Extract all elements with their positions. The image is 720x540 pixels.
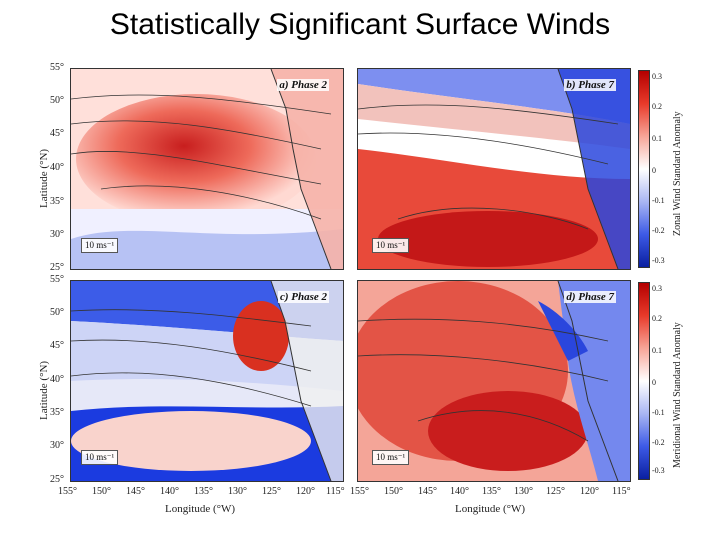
x-axis-label-left: Longitude (°W) xyxy=(165,503,236,515)
y-axis-label-top: Latitude (°N) xyxy=(38,148,50,208)
y-tick: 55° xyxy=(50,62,64,73)
y-tick: 35° xyxy=(50,407,64,418)
colorbar-tick: -0.1 xyxy=(652,196,665,205)
y-tick: 50° xyxy=(50,95,64,106)
panel-b: b) Phase 7 10 ms⁻¹ xyxy=(357,68,631,270)
y-tick: 35° xyxy=(50,196,64,207)
x-tick: 130° xyxy=(228,486,247,497)
meridional-colorbar-label: Meridional Wind Standard Anomaly xyxy=(672,322,683,468)
zonal-colorbar-label: Zonal Wind Standard Anomaly xyxy=(672,111,683,236)
x-tick: 115° xyxy=(612,486,631,497)
meridional-colorbar xyxy=(638,282,650,480)
panel-c: c) Phase 2 10 ms⁻¹ xyxy=(70,280,344,482)
x-tick: 140° xyxy=(160,486,179,497)
colorbar-tick: 0 xyxy=(652,378,656,387)
colorbar-tick: 0 xyxy=(652,166,656,175)
colorbar-tick: 0.1 xyxy=(652,134,662,143)
panel-d-map xyxy=(358,281,630,481)
page-title: Statistically Significant Surface Winds xyxy=(109,8,611,41)
y-tick: 40° xyxy=(50,374,64,385)
x-tick: 155° xyxy=(350,486,369,497)
panel-a-scale: 10 ms⁻¹ xyxy=(81,238,119,253)
x-tick: 145° xyxy=(418,486,437,497)
panel-c-scale: 10 ms⁻¹ xyxy=(81,450,119,465)
x-tick: 135° xyxy=(194,486,213,497)
panel-b-map xyxy=(358,69,630,269)
y-tick: 30° xyxy=(50,229,64,240)
colorbar-tick: 0.1 xyxy=(652,346,662,355)
x-tick: 130° xyxy=(514,486,533,497)
panel-d-scale: 10 ms⁻¹ xyxy=(372,450,410,465)
colorbar-tick: -0.2 xyxy=(652,226,665,235)
y-tick: 50° xyxy=(50,307,64,318)
y-tick: 55° xyxy=(50,274,64,285)
x-tick: 155° xyxy=(58,486,77,497)
y-tick: 45° xyxy=(50,340,64,351)
x-tick: 140° xyxy=(450,486,469,497)
x-tick: 135° xyxy=(482,486,501,497)
colorbar-tick: -0.3 xyxy=(652,256,665,265)
panel-a: a) Phase 2 10 ms⁻¹ xyxy=(70,68,344,270)
x-axis-label-right: Longitude (°W) xyxy=(455,503,526,515)
panel-b-label: b) Phase 7 xyxy=(564,79,616,91)
zonal-colorbar xyxy=(638,70,650,268)
y-tick: 25° xyxy=(50,474,64,485)
colorbar-tick: -0.3 xyxy=(652,466,665,475)
x-tick: 150° xyxy=(384,486,403,497)
panel-a-label: a) Phase 2 xyxy=(277,79,329,91)
y-tick: 45° xyxy=(50,128,64,139)
colorbar-tick: 0.3 xyxy=(652,72,662,81)
panel-c-map xyxy=(71,281,343,481)
x-tick: 125° xyxy=(262,486,281,497)
panel-b-scale: 10 ms⁻¹ xyxy=(372,238,410,253)
colorbar-tick: 0.2 xyxy=(652,102,662,111)
x-tick: 120° xyxy=(580,486,599,497)
colorbar-tick: -0.2 xyxy=(652,438,665,447)
y-tick: 25° xyxy=(50,262,64,273)
x-tick: 120° xyxy=(296,486,315,497)
x-tick: 150° xyxy=(92,486,111,497)
x-tick: 115° xyxy=(326,486,345,497)
panel-c-label: c) Phase 2 xyxy=(277,291,329,303)
panel-d-label: d) Phase 7 xyxy=(564,291,616,303)
y-tick: 30° xyxy=(50,440,64,451)
y-axis-label-bottom: Latitude (°N) xyxy=(38,360,50,420)
y-tick: 40° xyxy=(50,162,64,173)
colorbar-tick: 0.3 xyxy=(652,284,662,293)
x-tick: 145° xyxy=(126,486,145,497)
x-tick: 125° xyxy=(546,486,565,497)
colorbar-tick: 0.2 xyxy=(652,314,662,323)
colorbar-tick: -0.1 xyxy=(652,408,665,417)
panel-d: d) Phase 7 10 ms⁻¹ xyxy=(357,280,631,482)
